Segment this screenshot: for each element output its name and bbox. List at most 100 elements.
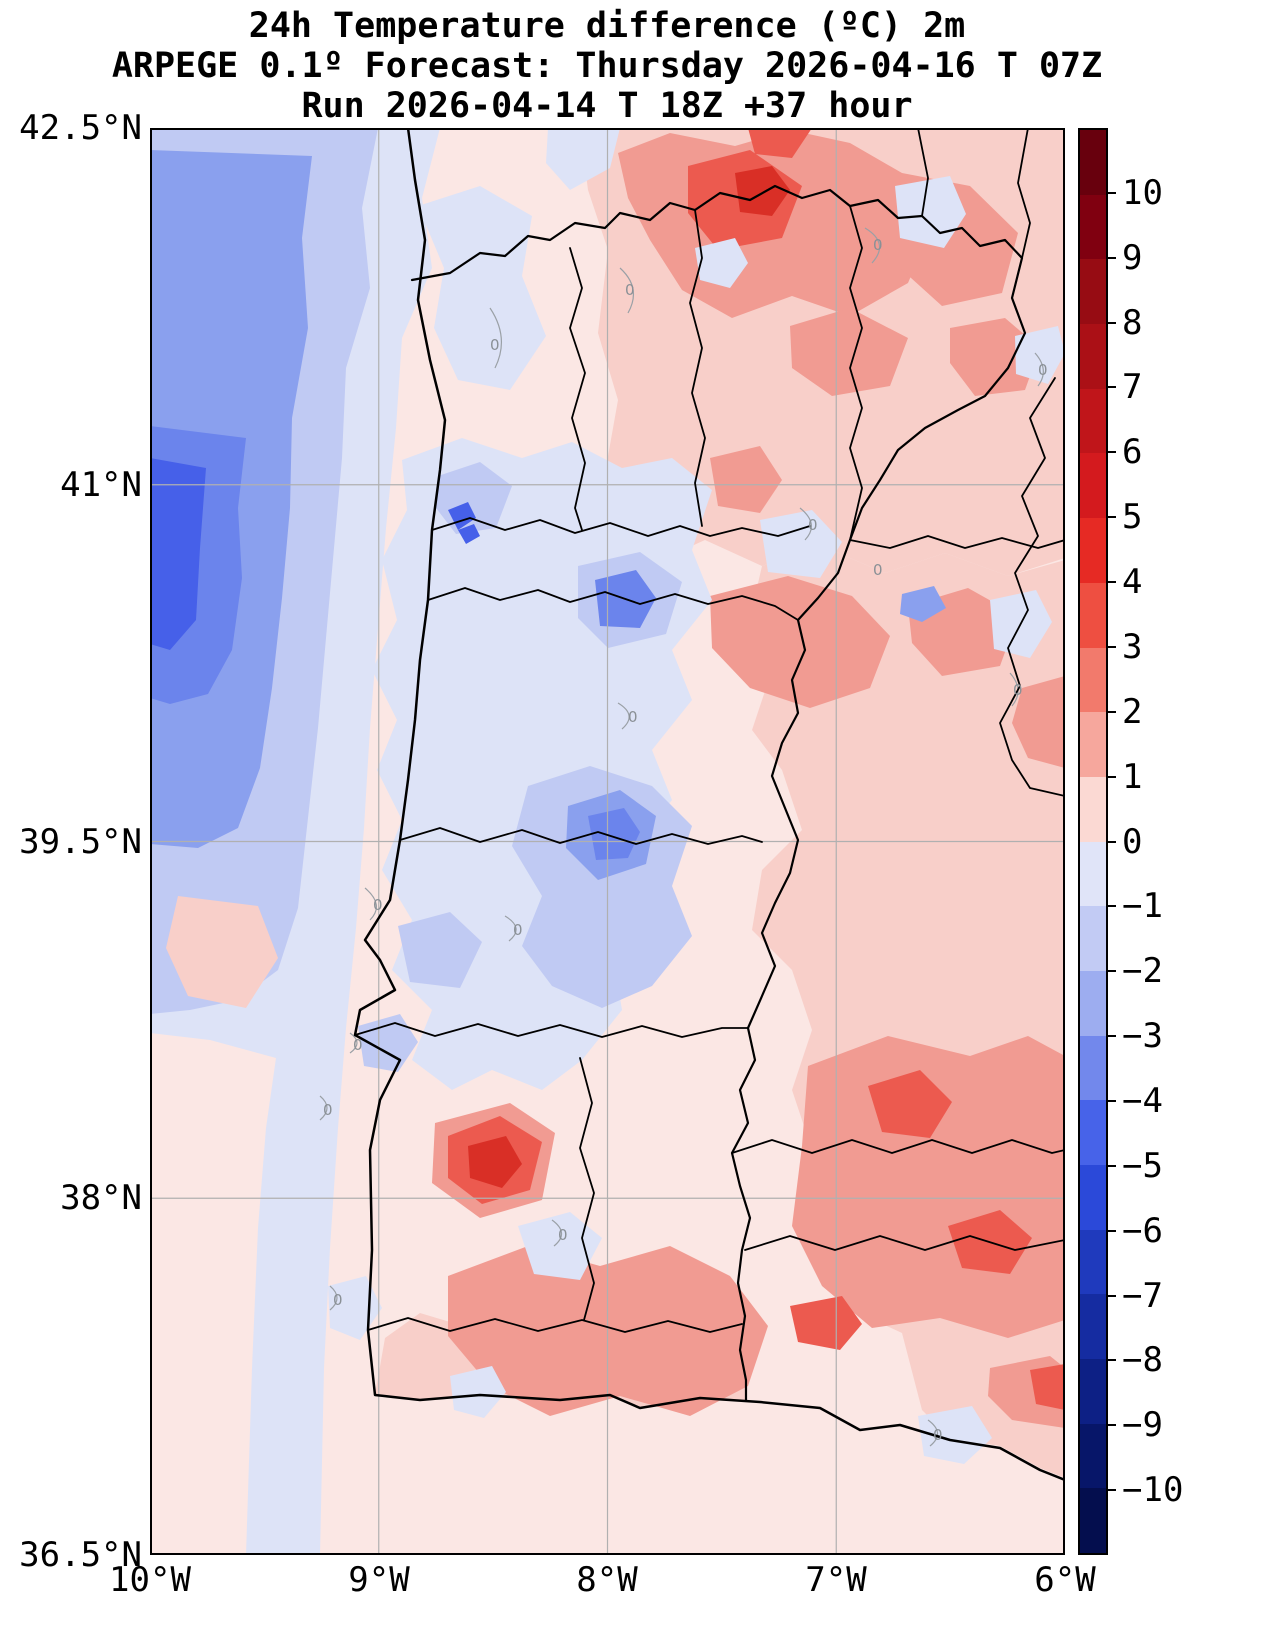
colorbar-segment xyxy=(1080,194,1106,260)
colorbar-tick-label: −6 xyxy=(1122,1210,1163,1251)
colorbar-tick-mark xyxy=(1108,386,1116,389)
colorbar-segment xyxy=(1080,582,1106,648)
coastline xyxy=(353,128,1065,1482)
lon-tick-3: 8°W xyxy=(576,1560,638,1600)
map-plot-area: 0 0 0 0 0 0 0 0 0 0 0 0 0 0 0 xyxy=(150,128,1065,1555)
zero-contour-label: 0 xyxy=(625,281,635,299)
colorbar-tick-label: −10 xyxy=(1122,1470,1184,1511)
colorbar-tick-mark xyxy=(1108,1294,1116,1297)
colorbar-tick-mark xyxy=(1108,191,1116,194)
colorbar-segment xyxy=(1080,647,1106,713)
colorbar-segment xyxy=(1080,906,1106,971)
colorbar-segment xyxy=(1080,970,1106,1036)
colorbar-tick-mark xyxy=(1108,1035,1116,1038)
cool-anomaly-fills xyxy=(328,128,1065,1464)
colorbar-tick-mark xyxy=(1108,905,1116,908)
colorbar-tick-mark xyxy=(1108,645,1116,648)
lat-tick-5: 36.5°N xyxy=(19,1535,142,1575)
colorbar-tick-mark xyxy=(1108,1359,1116,1362)
colorbar-tick-mark xyxy=(1108,775,1116,778)
colorbar-tick-label: 3 xyxy=(1122,626,1143,667)
colorbar-tick-label: 8 xyxy=(1122,302,1143,343)
lon-tick-2: 9°W xyxy=(348,1560,410,1600)
colorbar-tick-label: −3 xyxy=(1122,1016,1163,1057)
colorbar-tick-mark xyxy=(1108,321,1116,324)
zero-contour-label: 0 xyxy=(558,1226,568,1244)
map-canvas: 0 0 0 0 0 0 0 0 0 0 0 0 0 0 0 xyxy=(150,128,1065,1555)
colorbar-tick-mark xyxy=(1108,256,1116,259)
colorbar-tick-mark xyxy=(1108,840,1116,843)
colorbar-tick-label: −7 xyxy=(1122,1275,1163,1316)
colorbar xyxy=(1078,128,1108,1555)
colorbar-segment xyxy=(1080,518,1106,583)
colorbar-tick-label: 6 xyxy=(1122,432,1143,473)
chart-title-line1: 24h Temperature difference (ºC) 2m xyxy=(248,6,966,46)
colorbar-tick-mark xyxy=(1108,516,1116,519)
zero-contour-label: 0 xyxy=(628,708,638,726)
colorbar-tick-label: −9 xyxy=(1122,1405,1163,1446)
admin-borders xyxy=(354,128,1065,1402)
colorbar-tick-label: 7 xyxy=(1122,367,1143,408)
zero-contour-label: 0 xyxy=(808,516,818,534)
colorbar-segment xyxy=(1080,388,1106,454)
zero-contour-labels: 0 0 0 0 0 0 0 0 0 0 0 0 0 0 0 xyxy=(323,236,1048,1444)
colorbar-tick-label: 4 xyxy=(1122,562,1143,603)
chart-title-line3: Run 2026-04-14 T 18Z +37 hour xyxy=(301,86,913,126)
colorbar-tick-label: −5 xyxy=(1122,1145,1163,1186)
colorbar-segment xyxy=(1080,1100,1106,1165)
colorbar-segment xyxy=(1080,1488,1106,1554)
colorbar-segment xyxy=(1080,776,1106,842)
chart-title-line2: ARPEGE 0.1º Forecast: Thursday 2026-04-1… xyxy=(111,46,1103,86)
colorbar-ticks: 10 9 8 7 6 5 4 3 2 1 0 −1 −2 −3 −4 −5 −6 −7 −8 −9 −10 xyxy=(1108,128,1218,1555)
colorbar-segment xyxy=(1080,1294,1106,1360)
lon-tick-4: 7°W xyxy=(805,1560,867,1600)
zero-contour-label: 0 xyxy=(513,921,523,939)
colorbar-tick-label: 2 xyxy=(1122,691,1143,732)
colorbar-segment xyxy=(1080,453,1106,519)
lat-tick-2: 41°N xyxy=(60,465,142,505)
colorbar-tick-mark xyxy=(1108,1489,1116,1492)
coastline-path xyxy=(353,128,1065,1482)
zero-contour-label: 0 xyxy=(1038,361,1048,379)
colorbar-tick-label: −4 xyxy=(1122,1080,1163,1121)
colorbar-tick-label: 0 xyxy=(1122,821,1143,862)
zero-contour-label: 0 xyxy=(373,896,383,914)
zero-contour-label: 0 xyxy=(873,236,883,254)
colorbar-tick-label: −8 xyxy=(1122,1340,1163,1381)
colorbar-segment xyxy=(1080,1035,1106,1101)
colorbar-segment xyxy=(1080,130,1106,195)
colorbar-segment xyxy=(1080,1165,1106,1230)
lat-tick-3: 39.5°N xyxy=(19,822,142,862)
colorbar-tick-mark xyxy=(1108,451,1116,454)
colorbar-tick-label: 5 xyxy=(1122,497,1143,538)
zero-contour-label: 0 xyxy=(353,1036,363,1054)
colorbar-tick-label: −1 xyxy=(1122,886,1163,927)
colorbar-segment xyxy=(1080,259,1106,325)
colorbar-tick-mark xyxy=(1108,1229,1116,1232)
colorbar-segment xyxy=(1080,1359,1106,1424)
zero-contour-label: 0 xyxy=(933,1426,943,1444)
colorbar-tick-label: 9 xyxy=(1122,237,1143,278)
zero-contour-label: 0 xyxy=(490,336,500,354)
colorbar-tick-label: −2 xyxy=(1122,951,1163,992)
lat-tick-4: 38°N xyxy=(60,1178,142,1218)
colorbar-tick-mark xyxy=(1108,1099,1116,1102)
lat-tick-1: 42.5°N xyxy=(19,108,142,148)
colorbar-segments xyxy=(1080,130,1106,1554)
colorbar-tick-mark xyxy=(1108,970,1116,973)
colorbar-tick-label: 1 xyxy=(1122,756,1143,797)
gridlines xyxy=(150,128,1065,1555)
colorbar-segment xyxy=(1080,1229,1106,1295)
zero-contour-label: 0 xyxy=(323,1101,333,1119)
colorbar-tick-mark xyxy=(1108,1424,1116,1427)
zero-contour-label: 0 xyxy=(1013,681,1023,699)
colorbar-segment xyxy=(1080,712,1106,777)
colorbar-tick-mark xyxy=(1108,1164,1116,1167)
colorbar-segment xyxy=(1080,324,1106,389)
colorbar-segment xyxy=(1080,1423,1106,1489)
lon-tick-5: 6°W xyxy=(1034,1560,1096,1600)
colorbar-tick-mark xyxy=(1108,581,1116,584)
lon-tick-1: 10°W xyxy=(109,1560,191,1600)
zero-contour-label: 0 xyxy=(333,1291,343,1309)
